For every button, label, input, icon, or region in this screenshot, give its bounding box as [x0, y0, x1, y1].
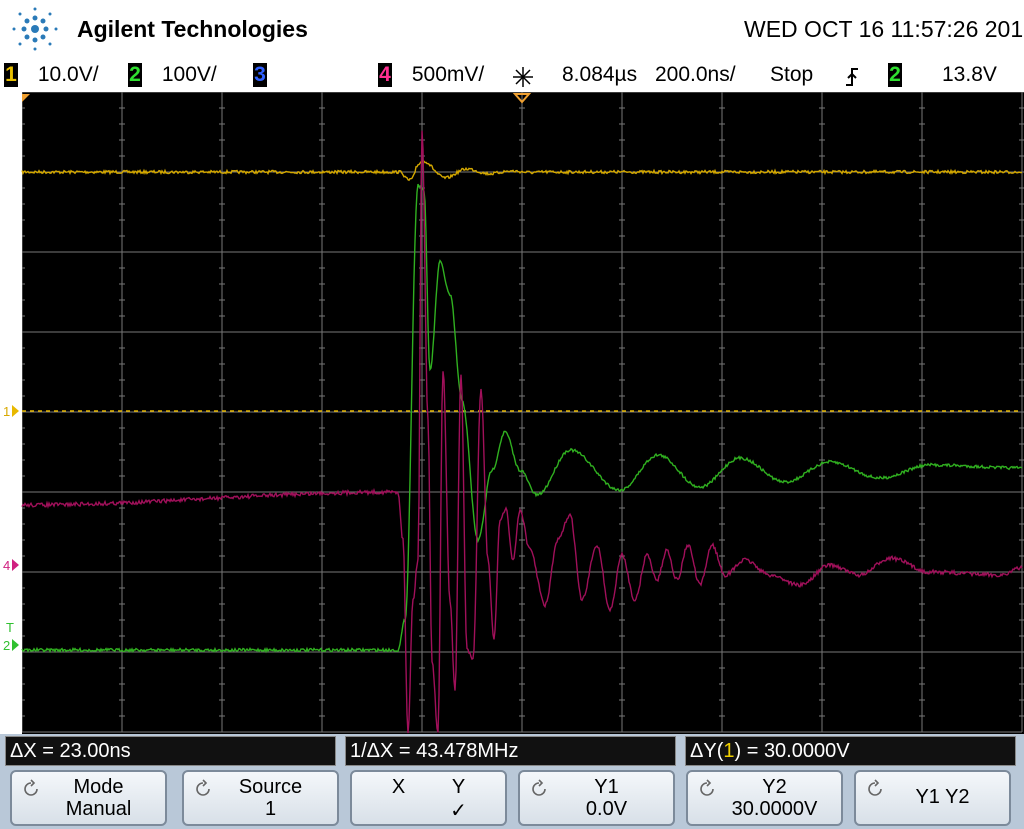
softkey[interactable]: X Y ✓	[350, 770, 507, 826]
ch4-label: 4 500mV/	[378, 63, 484, 87]
trigger-delay: 8.084µs	[562, 63, 638, 86]
run-status: Stop	[770, 63, 814, 86]
softkey-text: Y	[451, 776, 466, 798]
left-time-marker	[22, 94, 30, 102]
softkey-icon	[700, 779, 714, 796]
timebase: 200.0ns/	[655, 63, 736, 86]
softkey-panel: ΔX = 23.00ns 1/ΔX = 43.478MHz ΔY(1) = 30…	[0, 734, 1024, 829]
ch2-marker: 2	[3, 638, 10, 653]
ch1-label: 1 10.0V/	[4, 63, 99, 87]
trigger-delay-icon	[513, 67, 533, 87]
delta-y: ΔY(1) = 30.0000V	[685, 736, 1016, 766]
marker-strip	[0, 92, 22, 734]
traces	[21, 130, 1023, 734]
graticule: 1 4 T 2	[0, 92, 1024, 734]
datetime: WED OCT 16 11:57:26 2019	[744, 16, 1024, 42]
trigger-level: 13.8V	[942, 63, 997, 86]
softkey-text: Y1 Y2	[915, 786, 970, 808]
trigger-source-number: 2	[888, 63, 902, 87]
rotate-arrow	[532, 779, 546, 796]
delta-y-prefix: ΔY(	[690, 740, 724, 762]
trigger-marker: T	[6, 620, 14, 635]
logo	[12, 7, 58, 51]
rotate-arrow	[196, 779, 210, 796]
softkey[interactable]: Mode Manual	[10, 770, 167, 826]
ch3-number: 3	[253, 63, 267, 87]
ch3-label: 3	[253, 63, 267, 87]
ch4-trace	[21, 130, 1023, 734]
delta-y-suffix: ) = 30.0000V	[734, 740, 850, 762]
ch2-label: 2 100V/	[128, 63, 217, 87]
softkey-text: 0.0V	[585, 798, 628, 820]
screen-background	[22, 92, 1024, 734]
softkey-text: Source	[238, 776, 303, 798]
delta-y-source: 1	[723, 740, 735, 762]
ch1-arrow	[12, 405, 19, 417]
softkey-text: Y2	[762, 776, 787, 798]
rotate-arrow	[700, 779, 714, 796]
softkey[interactable]: Y1 0.0V	[518, 770, 675, 826]
ch2-scale: 100V/	[161, 63, 217, 86]
softkey-icon	[868, 779, 882, 796]
softkey-text: 30.0000V	[731, 798, 818, 820]
ch4-number: 4	[378, 63, 392, 87]
softkey[interactable]: Source 1	[182, 770, 339, 826]
rotate-arrow	[24, 779, 38, 796]
ch1-marker: 1	[3, 404, 10, 419]
ch4-marker: 4	[3, 558, 10, 573]
ch1-trace	[21, 159, 1023, 182]
brand: Agilent Technologies	[77, 16, 308, 42]
ch4-arrow	[12, 559, 19, 571]
trigger-source: 2	[888, 63, 902, 87]
ch1-scale: 10.0V/	[37, 63, 99, 86]
softkey-icon	[196, 779, 210, 796]
ch2-trace	[21, 183, 1023, 654]
inverse-delta-x: 1/ΔX = 43.478MHz	[345, 736, 676, 766]
softkey[interactable]: Y1 Y2	[854, 770, 1011, 826]
ch2-number: 2	[128, 63, 142, 87]
softkey-icon	[24, 779, 38, 796]
trigger-position-marker	[512, 93, 532, 104]
ch4-scale: 500mV/	[411, 63, 485, 86]
softkey-text: Mode	[73, 776, 124, 798]
softkey-icon	[532, 779, 546, 796]
softkey-text: ✓	[450, 800, 467, 822]
trigger-edge-icon	[846, 68, 858, 86]
softkey-text: Y1	[594, 776, 619, 798]
softkey-text: X	[391, 776, 406, 798]
ch2-arrow	[12, 639, 19, 651]
delta-x: ΔX = 23.00ns	[5, 736, 336, 766]
softkey[interactable]: Y2 30.0000V	[686, 770, 843, 826]
ch1-number: 1	[4, 63, 18, 87]
softkey-text: Manual	[65, 798, 132, 820]
softkey-text: 1	[264, 798, 277, 820]
rotate-arrow	[868, 779, 882, 796]
